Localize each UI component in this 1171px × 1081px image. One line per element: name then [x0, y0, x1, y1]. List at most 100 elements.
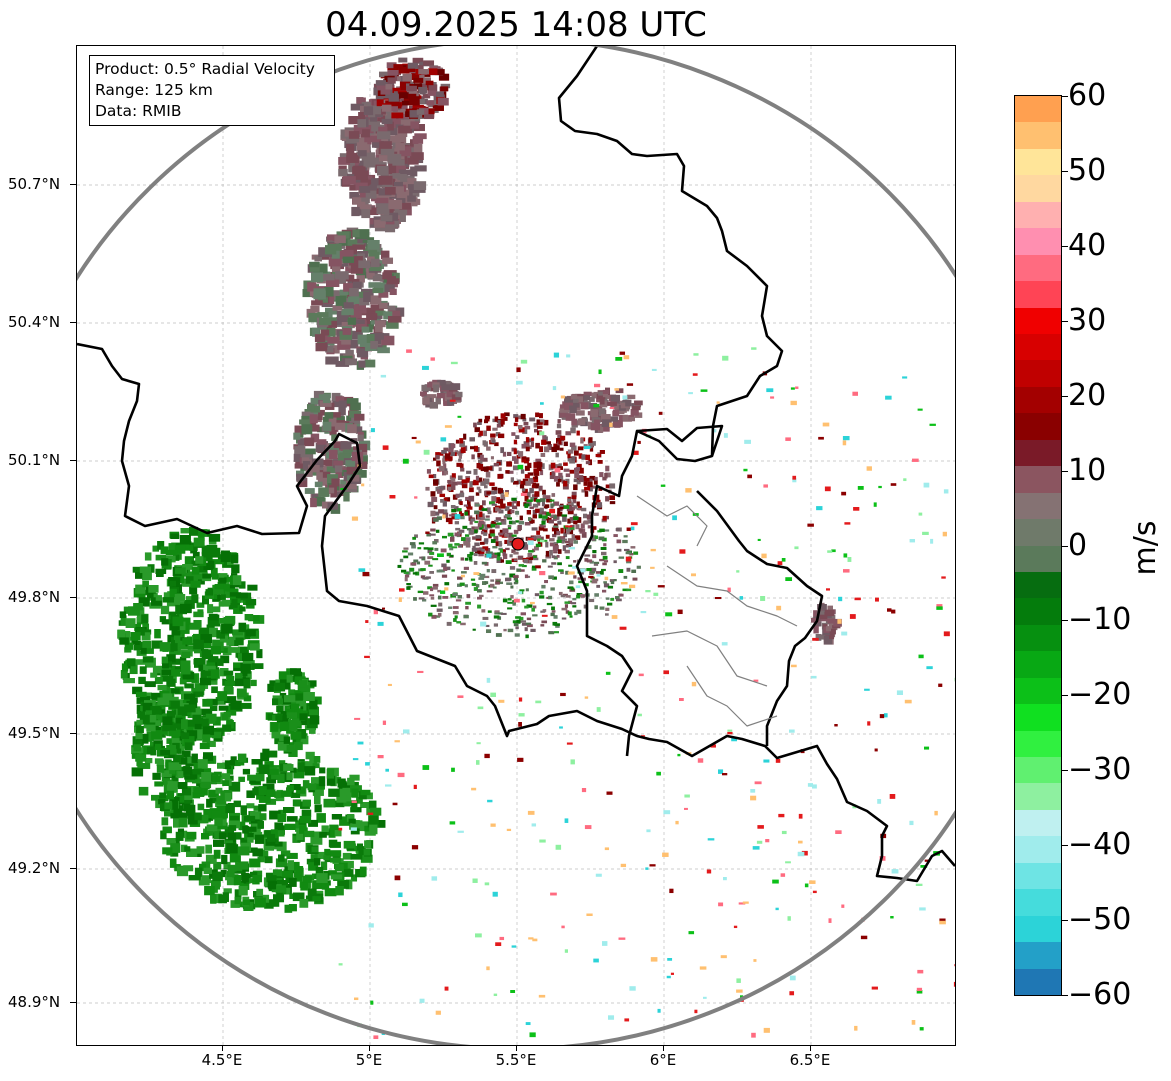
echo-speck	[402, 902, 408, 907]
echo-bin	[573, 478, 578, 483]
colorbar-tick-mark	[1062, 920, 1068, 922]
echo-bin	[560, 536, 566, 540]
echo-bin	[370, 341, 378, 349]
echo-bin	[339, 153, 349, 160]
echo-bin	[356, 272, 365, 283]
echo-bin	[450, 554, 454, 558]
echo-speck	[457, 415, 462, 418]
echo-speck	[942, 531, 947, 537]
echo-bin	[549, 514, 556, 518]
echo-bin	[296, 470, 305, 477]
echo-bin	[168, 729, 181, 737]
echo-bin	[295, 866, 304, 873]
echo-bin	[553, 631, 559, 634]
echo-bin	[142, 641, 152, 651]
echo-bin	[128, 606, 140, 616]
echo-bin	[547, 444, 552, 450]
echo-bin	[490, 539, 496, 543]
echo-bin	[481, 548, 485, 552]
echo-bin	[216, 806, 227, 814]
echo-bin	[325, 356, 339, 365]
echo-bin	[564, 402, 574, 410]
echo-speck	[645, 867, 649, 870]
echo-bin	[416, 109, 425, 115]
echo-bin	[426, 469, 431, 474]
echo-bin	[350, 828, 360, 835]
echo-bin	[206, 660, 216, 669]
echo-bin	[374, 219, 386, 228]
echo-bin	[283, 736, 290, 744]
lat-tick-mark	[70, 1002, 76, 1003]
echo-bin	[440, 83, 451, 89]
echo-bin	[316, 873, 328, 883]
echo-bin	[533, 422, 538, 428]
echo-bin	[497, 498, 504, 504]
echo-speck	[807, 783, 813, 787]
echo-bin	[368, 135, 382, 143]
echo-bin	[155, 554, 167, 561]
echo-bin	[573, 516, 579, 521]
echo-bin	[413, 597, 417, 601]
echo-speck	[792, 478, 797, 483]
echo-bin	[406, 583, 411, 586]
echo-bin	[290, 731, 302, 740]
echo-bin	[139, 763, 151, 769]
echo-bin	[407, 62, 419, 69]
echo-bin	[242, 660, 255, 667]
echo-bin	[324, 888, 337, 897]
echo-bin	[339, 249, 354, 259]
echo-bin	[516, 501, 520, 507]
echo-bin	[515, 510, 520, 515]
echo-speck	[449, 399, 456, 402]
echo-bin	[384, 187, 396, 195]
echo-bin	[535, 442, 540, 449]
echo-bin	[328, 788, 340, 797]
echo-bin	[324, 412, 334, 419]
echo-speck	[781, 830, 787, 835]
echo-bin	[491, 520, 496, 526]
echo-speck	[615, 357, 623, 361]
echo-bin	[184, 742, 193, 751]
echo-bin	[400, 114, 410, 119]
echo-bin	[283, 807, 295, 814]
echo-speck	[873, 502, 877, 507]
echo-bin	[335, 296, 347, 306]
echo-bin	[552, 576, 557, 580]
echo-bin	[531, 527, 538, 531]
echo-bin	[389, 310, 401, 319]
echo-speck	[679, 698, 684, 701]
echo-bin	[565, 473, 571, 478]
echo-speck	[812, 784, 817, 789]
echo-bin	[132, 566, 142, 573]
echo-bin	[258, 786, 267, 796]
echo-bin	[238, 861, 249, 870]
echo-bin	[333, 460, 344, 466]
echo-speck	[540, 402, 544, 405]
echo-bin	[410, 191, 420, 197]
echo-bin	[376, 84, 388, 90]
echo-bin	[133, 645, 141, 651]
echo-speck	[924, 859, 930, 862]
echo-speck	[653, 592, 659, 596]
echo-bin	[441, 563, 447, 568]
echo-speck	[663, 670, 670, 675]
echo-bin	[134, 659, 147, 665]
echo-bin	[536, 466, 542, 472]
radar-map[interactable]	[76, 45, 956, 1046]
echo-bin	[457, 508, 462, 512]
lat-tick-mark	[70, 184, 76, 185]
echo-bin	[136, 697, 144, 704]
echo-bin	[180, 844, 188, 853]
echo-bin	[573, 398, 579, 403]
echo-bin	[440, 548, 447, 553]
echo-bin	[823, 639, 833, 645]
echo-bin	[329, 850, 342, 857]
echo-speck	[688, 931, 695, 935]
echo-bin	[428, 474, 434, 479]
echo-bin	[534, 593, 540, 597]
echo-bin	[534, 428, 539, 433]
echo-bin	[290, 668, 302, 675]
echo-bin	[251, 663, 264, 669]
echo-bin	[601, 568, 606, 572]
echo-speck	[885, 395, 892, 400]
